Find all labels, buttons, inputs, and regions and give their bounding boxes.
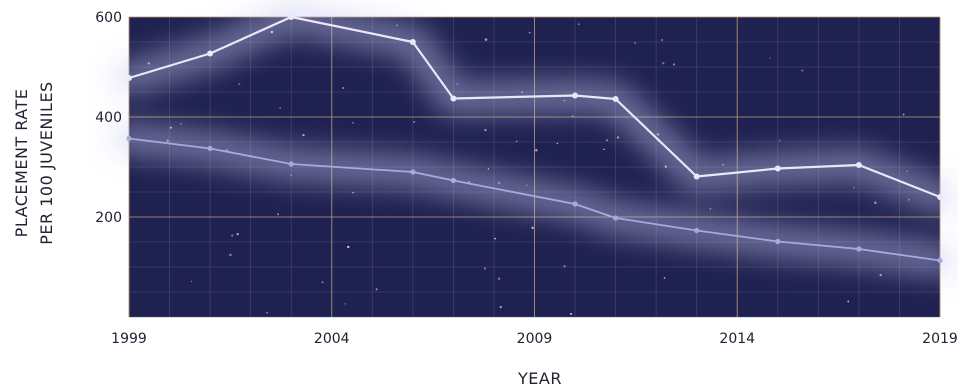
data-point	[855, 162, 862, 168]
data-point	[694, 227, 700, 234]
data-point	[937, 257, 943, 264]
star-dot	[616, 136, 620, 139]
data-point	[288, 14, 295, 20]
data-point	[126, 135, 132, 142]
y-axis-title: PLACEMENT RATE PER 100 JUVENILES	[12, 81, 56, 244]
star-dot	[853, 186, 855, 189]
star-dot	[236, 233, 239, 236]
star-dot	[277, 213, 279, 216]
star-dot	[672, 63, 675, 66]
data-point	[775, 238, 781, 245]
star-dot	[266, 311, 269, 314]
star-dot	[577, 23, 580, 26]
data-point	[572, 92, 579, 99]
x-tick-label: 1999	[111, 331, 147, 347]
star-dot	[321, 281, 324, 284]
star-dot	[603, 148, 605, 151]
data-point	[572, 201, 578, 207]
data-point	[774, 165, 781, 172]
star-dot	[499, 305, 503, 309]
star-dot	[344, 303, 347, 305]
star-dot	[190, 280, 193, 283]
star-dot	[556, 142, 559, 145]
star-dot	[571, 115, 574, 117]
data-point	[207, 50, 214, 57]
star-dot	[661, 38, 664, 41]
tick-labels: 1999 2004 2009 2014 2019 200 400 600	[95, 10, 958, 347]
star-dot	[342, 86, 345, 90]
star-dot	[709, 207, 712, 210]
star-dot	[874, 201, 877, 204]
data-point	[288, 161, 294, 167]
star-dot	[483, 267, 486, 270]
star-dot	[375, 288, 378, 291]
star-dot	[515, 140, 518, 143]
star-dot	[230, 234, 234, 237]
data-point	[856, 246, 862, 252]
series	[126, 14, 943, 264]
data-point	[207, 145, 213, 152]
star-dot	[302, 133, 305, 137]
x-axis-title: YEAR	[517, 369, 562, 388]
star-dot	[879, 273, 882, 277]
star-dot	[769, 57, 771, 59]
star-dot	[180, 122, 182, 125]
star-dot	[662, 62, 665, 65]
data-point	[450, 95, 457, 102]
star-dot	[279, 107, 281, 109]
star-dot	[563, 265, 566, 268]
data-point	[126, 75, 132, 81]
star-dot	[229, 253, 232, 257]
y-axis-title-line-2: PER 100 JUVENILES	[37, 81, 56, 244]
y-axis-title-line-1: PLACEMENT RATE	[12, 89, 31, 238]
star-dot	[801, 69, 804, 72]
star-dot	[484, 129, 487, 132]
star-dot	[487, 168, 490, 170]
data-point	[612, 96, 619, 102]
star-dot	[535, 148, 538, 152]
x-tick-label: 2014	[719, 331, 755, 347]
x-tick-label: 2019	[922, 331, 958, 347]
data-point	[613, 215, 619, 221]
data-point	[410, 169, 416, 175]
y-tick-label: 200	[95, 210, 122, 226]
star-dot	[352, 191, 354, 194]
y-tick-label: 400	[95, 110, 122, 126]
star-dot	[569, 312, 573, 316]
star-dot	[494, 237, 496, 240]
star-dot	[847, 300, 850, 303]
star-dot	[902, 113, 905, 116]
star-dot	[779, 139, 781, 142]
star-dot	[484, 38, 488, 41]
star-dot	[347, 245, 350, 249]
star-dot	[497, 277, 501, 280]
x-tick-label: 2009	[517, 331, 553, 347]
star-dot	[413, 121, 415, 123]
data-point	[937, 194, 943, 200]
data-point	[693, 173, 700, 180]
star-dot	[528, 31, 531, 34]
star-dot	[238, 83, 241, 86]
data-point	[450, 177, 456, 184]
star-dot	[606, 139, 608, 142]
star-dot	[531, 226, 534, 230]
data-point	[409, 39, 416, 45]
y-tick-label: 600	[95, 10, 122, 26]
x-tick-label: 2004	[314, 331, 350, 347]
star-dot	[634, 41, 637, 44]
star-dot	[352, 121, 354, 124]
star-dot	[663, 277, 666, 279]
